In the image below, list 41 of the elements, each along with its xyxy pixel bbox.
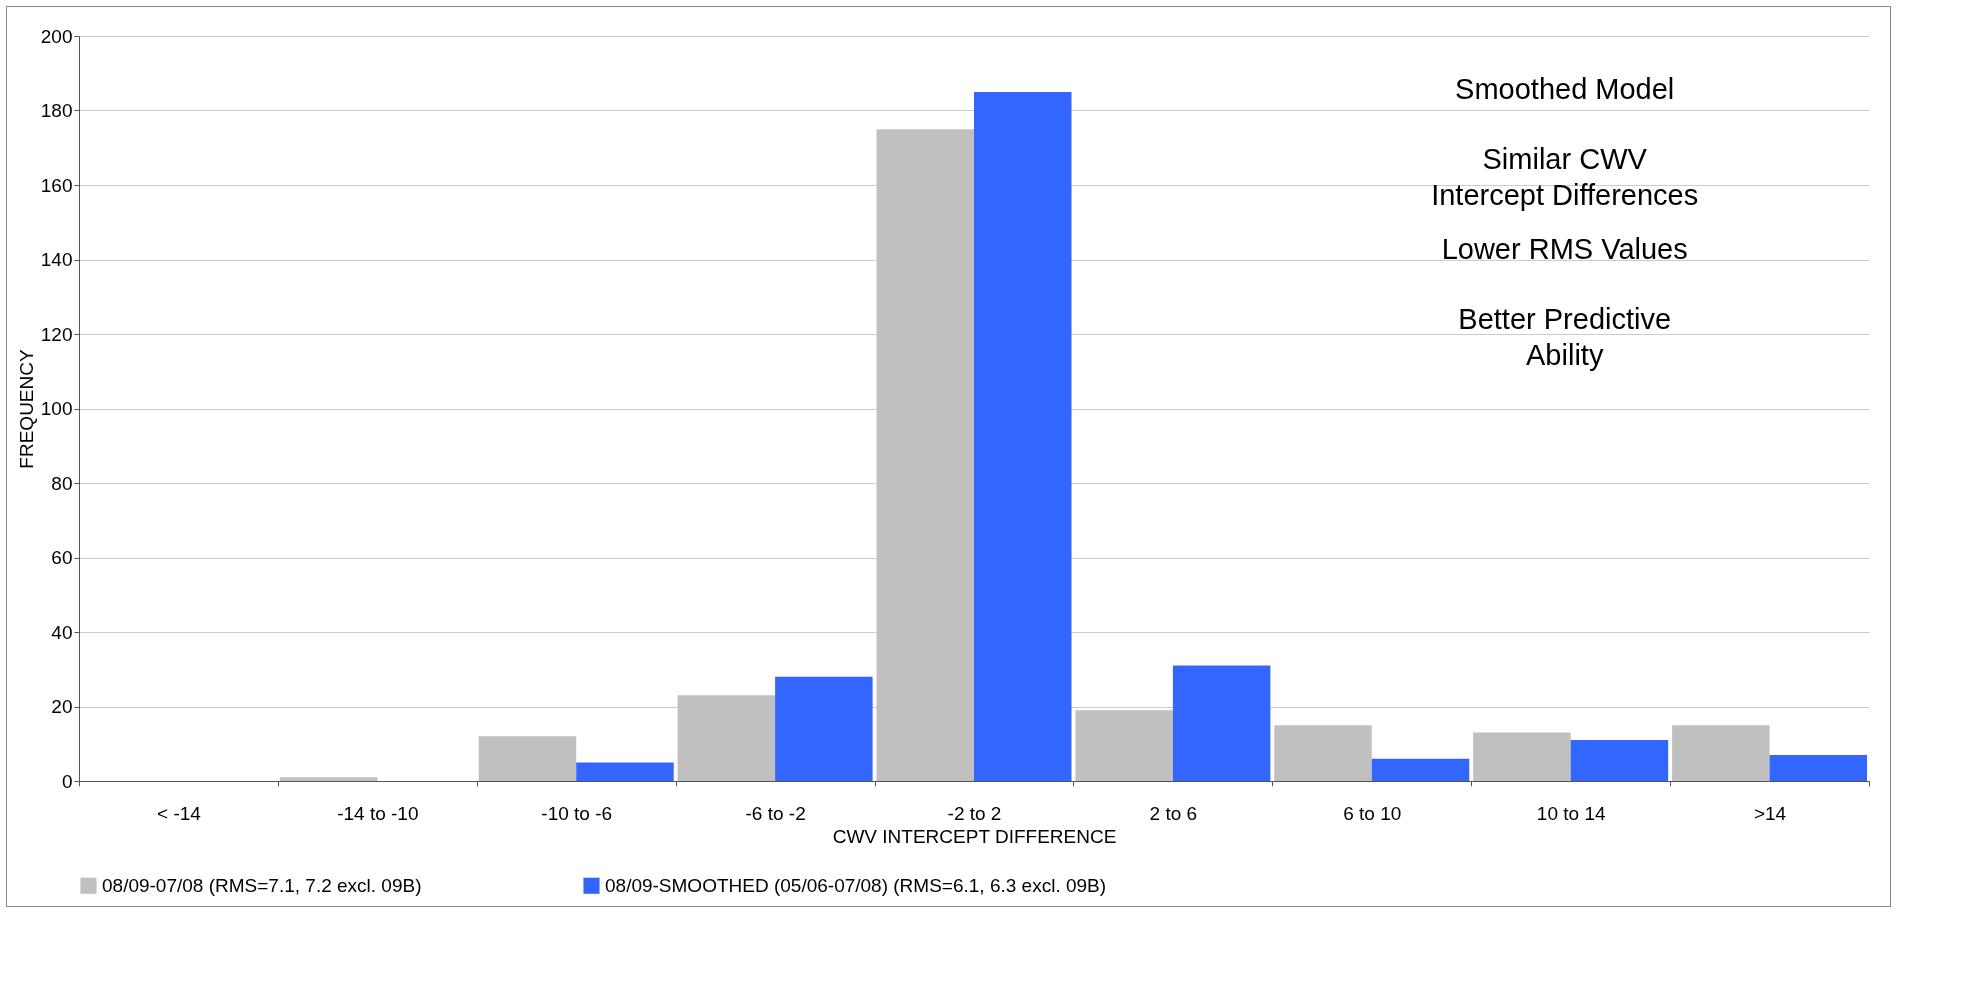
bar [1769, 754, 1868, 781]
y-tick-label: 40 [51, 621, 73, 643]
y-tick-label: 100 [40, 398, 73, 419]
x-tick-label: 6 to 10 [1343, 802, 1402, 824]
bar [1371, 758, 1470, 781]
bar [576, 762, 674, 781]
annotation: Smoothed Model [1455, 73, 1675, 105]
x-tick-label: -10 to -6 [541, 802, 613, 824]
y-tick-label: 20 [51, 696, 73, 717]
y-tick-label: 200 [40, 25, 73, 47]
bar [1570, 740, 1669, 781]
bar [775, 676, 873, 781]
x-tick-label: < -14 [157, 802, 202, 824]
y-tick-label: 180 [40, 100, 73, 121]
bar [1274, 725, 1372, 781]
y-tick-label: 120 [40, 323, 73, 345]
legend-label: 08/09-SMOOTHED (05/06-07/08) (RMS=6.1, 6.3 excl. 09B) [605, 874, 1107, 896]
x-tick-label: 2 to 6 [1149, 802, 1198, 824]
x-tick-label: 10 to 14 [1536, 802, 1606, 824]
bar [1473, 732, 1571, 781]
y-tick-label: 0 [61, 770, 73, 792]
x-tick-label: >14 [1753, 802, 1787, 824]
annotation: Similar CWV Intercept Differences [1431, 143, 1699, 211]
y-tick-label: 80 [51, 472, 73, 494]
bar [1172, 665, 1271, 781]
bar [478, 736, 577, 781]
annotation: Better Predictive Ability [1458, 303, 1672, 371]
x-axis-title: CWV INTERCEPT DIFFERENCE [832, 825, 1117, 847]
x-tick-label: -2 to 2 [947, 802, 1002, 824]
bar [279, 777, 378, 781]
annotation: Lower RMS Values [1441, 233, 1688, 265]
y-tick-label: 160 [40, 174, 73, 196]
bar [974, 91, 1072, 781]
y-axis-title: FREQUENCY [15, 349, 37, 469]
bar [1075, 710, 1173, 781]
x-tick-label: -6 to -2 [745, 802, 806, 824]
legend-label: 08/09-07/08 (RMS=7.1, 7.2 excl. 09B) [102, 874, 422, 896]
bar [1672, 725, 1770, 781]
x-tick-label: -14 to -10 [337, 802, 419, 824]
y-tick-label: 60 [51, 547, 73, 568]
y-tick-label: 140 [40, 249, 73, 270]
